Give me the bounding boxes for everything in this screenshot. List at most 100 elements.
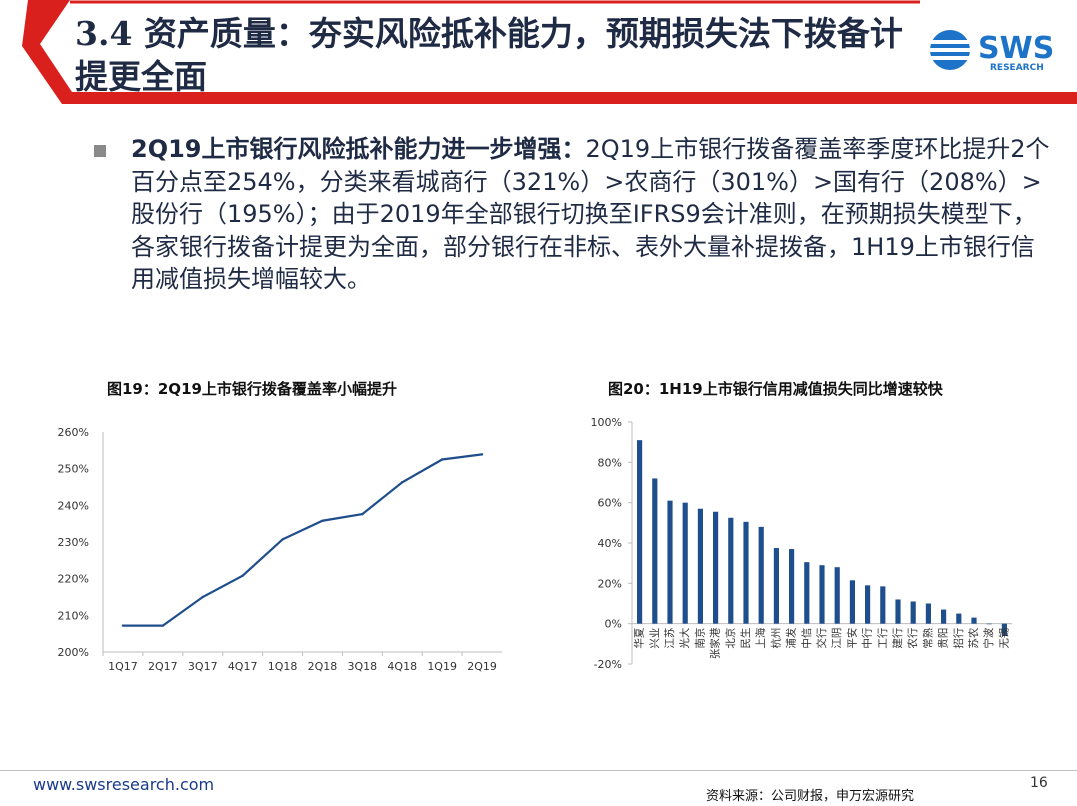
chart20-x-tick-label: 招行 (952, 627, 965, 648)
chart20-bar (925, 603, 931, 624)
chart19-x-tick-label: 1Q18 (268, 660, 298, 673)
page-title: 3.4 资产质量：夯实风险抵补能力，预期损失法下拨备计提更全面 (75, 14, 903, 96)
chart20-bar (1001, 623, 1007, 636)
chart19-data-point (241, 574, 244, 577)
chart20-bar (819, 565, 825, 624)
chart20-x-tick-label: 上海 (754, 627, 767, 648)
chart19-data-point (161, 624, 165, 627)
chart20-bar (667, 500, 673, 624)
chart19-y-tick-label: 230% (58, 536, 89, 549)
chart20-bar (865, 585, 871, 624)
chart19-y-tick-label: 200% (58, 646, 89, 659)
chart20-bar (728, 517, 734, 624)
page-number: 16 (1030, 775, 1048, 791)
chart20-y-tick-label: -20% (594, 658, 622, 671)
chart20-bar (910, 601, 916, 624)
footer-divider (0, 770, 1077, 771)
chart20-bar (880, 586, 886, 624)
chart20-y-tick-label: 20% (598, 577, 622, 590)
chart20-x-tick-label: 南京 (693, 628, 706, 649)
chart20-bar (895, 599, 901, 624)
chart19-series-line (122, 453, 483, 627)
footer-url-link[interactable]: www.swsresearch.com (33, 775, 215, 794)
chart20-x-tick-label: 民生 (739, 628, 752, 649)
chart20-bar (697, 508, 703, 624)
chart19-x-tick-label: 2Q18 (308, 660, 338, 673)
chart20-x-tick-label: 兴业 (649, 628, 661, 649)
chart20-x-tick-label: 江阴 (831, 628, 843, 649)
chart20-x-tick-label: 北京 (724, 628, 737, 649)
chart19-x-tick-label: 1Q19 (427, 660, 457, 673)
chart20-x-tick-label: 交行 (815, 627, 828, 648)
bullet-lead: 2Q19上市银行风险抵补能力进一步增强： (131, 135, 586, 163)
chart20-bar-chart: -20% 0% 20% 40% 60% 80% 100% 华夏 兴业 江苏 光大 南京 张家港 北京 民生上… (591, 416, 1012, 671)
chart19-y-tick-label: 250% (58, 463, 89, 476)
bullet-square-icon (94, 145, 106, 157)
chart19-line-chart: 200% 210% 220% 230% 240% 250% 260% 1Q17 2Q17 3Q17… (58, 426, 502, 673)
chart20-x-tick-label: 中信 (800, 628, 813, 649)
chart20-y-tick-label: 0% (605, 618, 622, 631)
chart20-x-tick-label: 光大 (678, 627, 691, 648)
chart20-x-tick-label: 常熟 (921, 627, 934, 649)
chart20-bar (713, 511, 719, 624)
chart19-x-tick-label: 4Q17 (228, 660, 258, 673)
chart20-bar (789, 549, 795, 624)
chart20-bar (971, 617, 977, 624)
chart20-bar (804, 562, 810, 624)
chart20-x-tick-label: 平安 (845, 628, 858, 649)
chart19-data-point (440, 458, 444, 461)
chart19-x-tick-label: 3Q17 (188, 660, 218, 673)
chart20-bar (637, 440, 643, 624)
chart20-bar (849, 580, 855, 624)
chart20-bar (956, 613, 962, 624)
chart19-data-point (480, 453, 484, 456)
chart19-data-point (121, 624, 125, 627)
chart20-bar (834, 567, 840, 624)
chart19-x-tick-label: 4Q18 (387, 660, 417, 673)
chart20-x-tick-label: 建行 (891, 627, 904, 648)
sws-logo: SWS RESEARCH (930, 30, 1054, 73)
chart20-x-tick-label: 江苏 (663, 628, 676, 649)
chart20-bar (986, 623, 992, 625)
chart20-x-tick-label: 工行 (876, 627, 889, 648)
chart19-y-tick-label: 260% (58, 426, 89, 439)
bullet-text: 2Q19上市银行风险抵补能力进一步增强：2Q19上市银行拨备覆盖率季度环比提升2… (131, 133, 1056, 296)
logo-text: SWS (978, 31, 1054, 66)
chart20-x-tick-label: 浦发 (785, 627, 798, 648)
header-band (0, 0, 1077, 104)
chart20-bar (682, 502, 688, 624)
chart20-x-tick-label: 苏农 (967, 627, 980, 648)
chart20-x-tick-label: 华夏 (633, 627, 646, 648)
chart19-data-point (201, 595, 204, 599)
chart19-y-tick-label: 210% (58, 609, 89, 622)
chart20-bar (652, 478, 658, 624)
chart19-data-point (361, 512, 364, 516)
chart19-data-point (281, 538, 284, 541)
chart19-x-tick-label: 2Q17 (148, 660, 178, 673)
chart20-y-tick-label: 100% (591, 416, 622, 429)
logo-subtext: RESEARCH (990, 63, 1044, 73)
chart20-bar (743, 521, 749, 624)
chart19-y-tick-label: 240% (58, 499, 89, 512)
chart19-title: 图19：2Q19上市银行拨备覆盖率小幅提升 (107, 380, 397, 398)
chart19-y-tick-label: 220% (58, 573, 89, 586)
bullet-body: 2Q19上市银行拨备覆盖率季度环比提升2个百分点至254%，分类来看城商行（32… (131, 135, 1050, 294)
chart20-x-tick-label: 贵阳 (937, 628, 950, 649)
chart20-x-tick-label: 张家港 (709, 627, 722, 659)
chart20-bar (758, 526, 764, 624)
chart19-x-tick-label: 3Q18 (348, 660, 378, 673)
chart20-title: 图20：1H19上市银行信用减值损失同比增速较快 (608, 380, 943, 398)
chart19-x-tick-label: 2Q19 (467, 660, 497, 673)
chart20-y-tick-label: 40% (598, 537, 622, 550)
chart20-x-tick-label: 杭州 (769, 628, 782, 649)
chart19-data-point (321, 519, 324, 522)
chart20-x-tick-label: 宁波 (982, 627, 995, 648)
chart19-x-tick-label: 1Q17 (108, 660, 138, 673)
chart20-x-tick-label: 中行 (861, 627, 874, 649)
chart20-bar (773, 548, 779, 624)
chart20-x-tick-label: 农行 (906, 627, 919, 648)
chart20-y-tick-label: 60% (598, 497, 622, 510)
chart19-data-point (401, 481, 404, 484)
header-red-swoosh (22, 0, 1077, 104)
footer-source: 资料来源：公司财报，申万宏源研究 (706, 789, 915, 804)
